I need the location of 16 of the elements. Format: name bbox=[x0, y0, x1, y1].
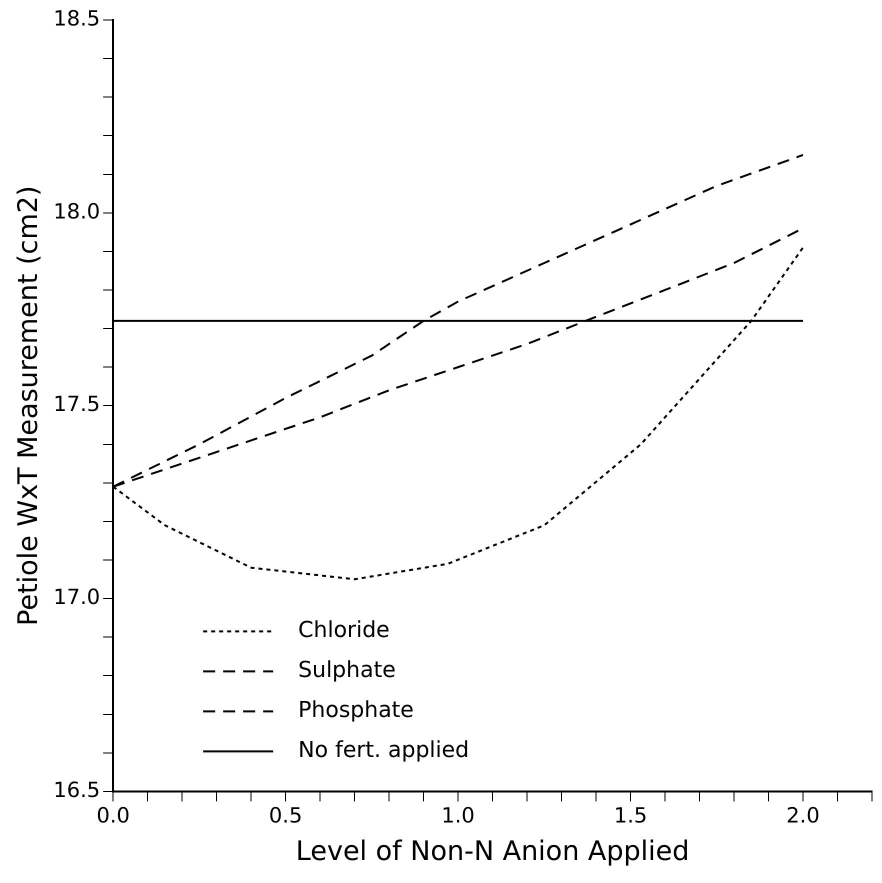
x-tick-label: 1.5 bbox=[614, 803, 648, 828]
y-tick-label: 17.0 bbox=[53, 585, 100, 610]
x-tick-label: 0.5 bbox=[268, 803, 302, 828]
y-tick-label: 18.0 bbox=[53, 199, 100, 224]
y-tick-label: 16.5 bbox=[53, 778, 100, 802]
x-tick-label: 1.0 bbox=[441, 803, 475, 828]
y-tick-label: 18.5 bbox=[53, 6, 100, 30]
y-tick-label: 17.5 bbox=[53, 392, 100, 416]
x-axis-title: Level of Non-N Anion Applied bbox=[296, 836, 690, 867]
x-tick-label: 0.0 bbox=[96, 803, 130, 828]
legend-label: Chloride bbox=[298, 618, 390, 644]
y-axis-title: Petiole WxT Measurement (cm2) bbox=[13, 186, 44, 626]
legend-label: No fert. applied bbox=[298, 738, 470, 764]
x-tick-label: 2.0 bbox=[786, 803, 820, 828]
legend-label: Phosphate bbox=[298, 698, 414, 724]
legend-label: Sulphate bbox=[298, 658, 396, 684]
